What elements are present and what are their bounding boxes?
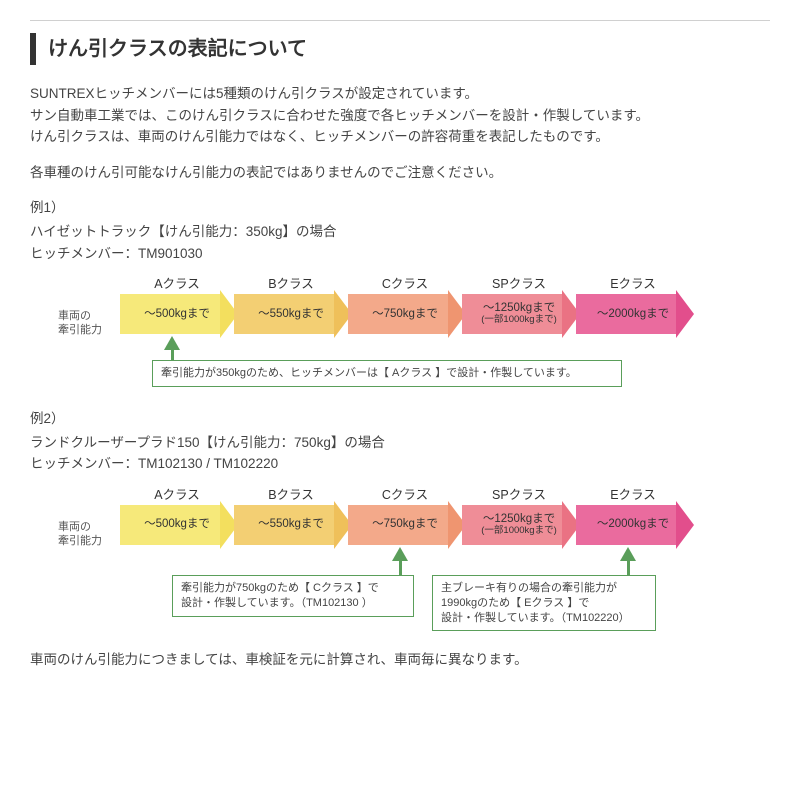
row-label: 車両の牽引能力 [58,521,102,549]
class-header: SPクラス [462,274,576,294]
row-label: 車両の牽引能力 [58,310,102,338]
class-header: Cクラス [348,274,462,294]
example1-heading: 例1） [30,197,770,219]
title-bar: けん引クラスの表記について [30,20,770,65]
example2-line2: ヒッチメンバー：TM102130 / TM102220 [30,456,278,471]
class-headers: AクラスBクラスCクラスSPクラスEクラス [120,485,690,505]
arrow-label: ～1250kgまで(一部1000kgまで) [462,294,576,334]
intro-paragraph-1: SUNTREXヒッチメンバーには5種類のけん引クラスが設定されています。 サン自… [30,83,770,148]
arrow-segment: ～500kgまで [120,505,234,545]
arrow-row: ～500kgまで～550kgまで～750kgまで～1250kgまで(一部1000… [120,294,690,334]
intro-line: サン自動車工業では、このけん引クラスに合わせた強度で各ヒッチメンバーを設計・作製… [30,108,649,123]
arrow-label: ～1250kgまで(一部1000kgまで) [462,505,576,545]
arrow-segment: ～2000kgまで [576,505,690,545]
intro-paragraph-2: 各車種のけん引可能なけん引能力の表記ではありませんのでご注意ください。 [30,162,770,184]
arrow-segment: ～550kgまで [234,505,348,545]
arrow-segment: ～1250kgまで(一部1000kgまで) [462,505,576,545]
footer-note: 車両のけん引能力につきましては、車検証を元に計算され、車両毎に異なります。 [30,649,770,671]
diagram-2: 車両の牽引能力AクラスBクラスCクラスSPクラスEクラス～500kgまで～550… [30,485,770,635]
arrow-label: ～750kgまで [348,294,462,334]
example2-heading: 例2） [30,408,770,430]
class-header: Bクラス [234,485,348,505]
class-header: Cクラス [348,485,462,505]
arrow-segment: ～2000kgまで [576,294,690,334]
arrow-label: ～2000kgまで [576,505,690,545]
example1-line2: ヒッチメンバー：TM901030 [30,246,203,261]
page-title: けん引クラスの表記について [30,33,770,65]
arrow-segment: ～550kgまで [234,294,348,334]
class-header: SPクラス [462,485,576,505]
class-headers: AクラスBクラスCクラスSPクラスEクラス [120,274,690,294]
arrow-label: ～550kgまで [234,294,348,334]
callout-box: 牽引能力が350kgのため、ヒッチメンバーは【 Aクラス 】で設計・作製していま… [152,360,622,387]
arrow-segment: ～750kgまで [348,505,462,545]
arrow-segment: ～1250kgまで(一部1000kgまで) [462,294,576,334]
diagram-1: 車両の牽引能力AクラスBクラスCクラスSPクラスEクラス～500kgまで～550… [30,274,770,394]
arrow-label: ～500kgまで [120,294,234,334]
example1-line1: ハイゼットトラック【けん引能力：350kg】の場合 [30,224,337,239]
arrow-segment: ～500kgまで [120,294,234,334]
arrow-segment: ～750kgまで [348,294,462,334]
arrow-label: ～500kgまで [120,505,234,545]
example1-desc: ハイゼットトラック【けん引能力：350kg】の場合 ヒッチメンバー：TM9010… [30,221,770,264]
example2-line1: ランドクルーザープラド150【けん引能力：750kg】の場合 [30,435,385,450]
arrow-label: ～2000kgまで [576,294,690,334]
arrow-row: ～500kgまで～550kgまで～750kgまで～1250kgまで(一部1000… [120,505,690,545]
example2-desc: ランドクルーザープラド150【けん引能力：750kg】の場合 ヒッチメンバー：T… [30,432,770,475]
class-header: Aクラス [120,274,234,294]
class-header: Eクラス [576,485,690,505]
callout-box: 主ブレーキ有りの場合の牽引能力が1990kgのため【 Eクラス 】で設計・作製し… [432,575,656,632]
intro-line: けん引クラスは、車両のけん引能力ではなく、ヒッチメンバーの許容荷重を表記したもの… [30,129,609,144]
intro-line: SUNTREXヒッチメンバーには5種類のけん引クラスが設定されています。 [30,86,478,101]
class-header: Aクラス [120,485,234,505]
class-header: Eクラス [576,274,690,294]
callout-box: 牽引能力が750kgのため【 Cクラス 】で設計・作製しています。（TM1021… [172,575,414,617]
arrow-label: ～750kgまで [348,505,462,545]
arrow-label: ～550kgまで [234,505,348,545]
class-header: Bクラス [234,274,348,294]
